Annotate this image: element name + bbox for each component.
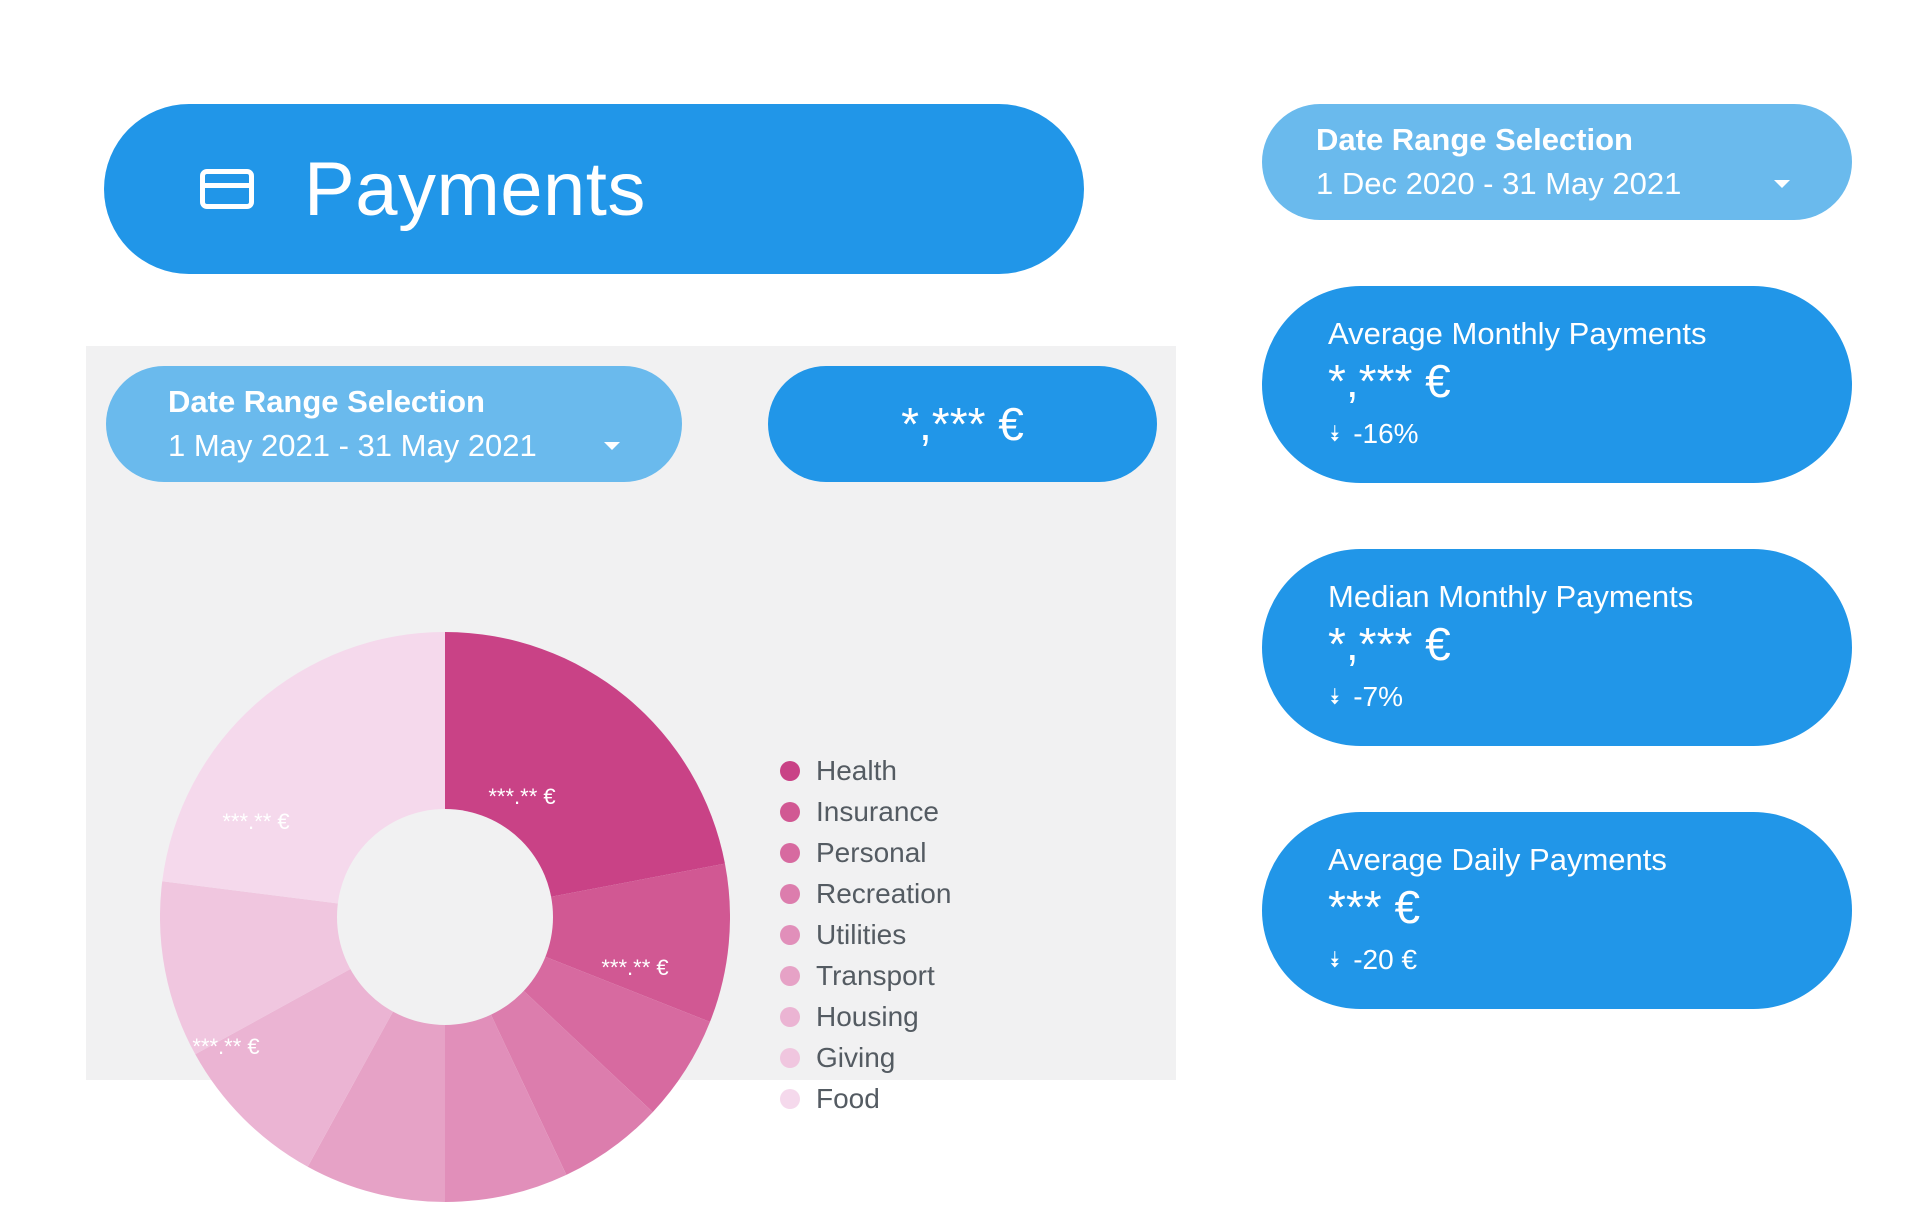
stat-delta: ⯯ -16% [1328,418,1814,450]
legend-item[interactable]: Recreation [780,873,951,914]
legend-swatch [780,761,800,781]
legend-item[interactable]: Housing [780,996,951,1037]
stat-delta-value: -16% [1353,418,1418,450]
donut-slice-label: ***.** € [222,809,289,835]
legend-label: Giving [816,1042,895,1074]
legend-item[interactable]: Personal [780,832,951,873]
date-range-selector-left[interactable]: Date Range Selection 1 May 2021 - 31 May… [106,366,682,482]
stat-delta: ⯯ -20 € [1328,944,1814,976]
legend-label: Recreation [816,878,951,910]
total-pill: *,*** € [768,366,1157,482]
chevron-down-icon [1774,180,1790,188]
stats-column: Date Range Selection 1 Dec 2020 - 31 May… [1262,104,1852,1009]
legend-label: Transport [816,960,935,992]
date-range-value: 1 Dec 2020 - 31 May 2021 [1316,166,1681,201]
stat-card: Average Monthly Payments*,*** € ⯯ -16% [1262,286,1852,483]
legend-swatch [780,1007,800,1027]
legend-swatch [780,884,800,904]
legend-label: Food [816,1083,880,1115]
donut-slice-label: ***.** € [488,784,555,810]
legend-label: Personal [816,837,927,869]
legend-label: Health [816,755,897,787]
date-range-value: 1 May 2021 - 31 May 2021 [168,428,537,463]
page-title: Payments [304,146,646,233]
donut-slice-label: ***.** € [601,955,668,981]
legend-label: Utilities [816,919,906,951]
stat-value: *,*** € [1328,354,1814,408]
date-range-selector-right[interactable]: Date Range Selection 1 Dec 2020 - 31 May… [1262,104,1852,220]
stat-delta-value: -20 € [1353,944,1417,976]
legend-swatch [780,1089,800,1109]
legend-swatch [780,802,800,822]
chevron-down-icon [604,442,620,450]
donut-slice-label: ***.** € [192,1034,259,1060]
donut-hole [337,809,553,1025]
legend-label: Insurance [816,796,939,828]
legend-label: Housing [816,1001,919,1033]
donut-chart: ***.** € ***.** € ***.** € ***.** € [160,632,730,1202]
legend-swatch [780,1048,800,1068]
stat-card: Average Daily Payments*** € ⯯ -20 € [1262,812,1852,1009]
legend-swatch [780,925,800,945]
legend-item[interactable]: Health [780,750,951,791]
page-header: Payments [104,104,1084,274]
stat-title: Average Monthly Payments [1328,316,1814,352]
stat-delta: ⯯ -7% [1328,681,1814,713]
legend-item[interactable]: Food [780,1078,951,1119]
card-icon [200,169,254,209]
stat-value: *,*** € [1328,617,1814,671]
legend-swatch [780,843,800,863]
date-range-label: Date Range Selection [1316,122,1814,158]
arrow-down-icon: ⯯ [1328,686,1341,708]
date-range-label: Date Range Selection [168,384,644,420]
legend-item[interactable]: Giving [780,1037,951,1078]
chart-panel: Date Range Selection 1 May 2021 - 31 May… [86,346,1176,1080]
stat-title: Median Monthly Payments [1328,579,1814,615]
stat-delta-value: -7% [1353,681,1403,713]
stat-value: *** € [1328,880,1814,934]
arrow-down-icon: ⯯ [1328,423,1341,445]
legend-swatch [780,966,800,986]
stat-card: Median Monthly Payments*,*** € ⯯ -7% [1262,549,1852,746]
legend-item[interactable]: Insurance [780,791,951,832]
arrow-down-icon: ⯯ [1328,949,1341,971]
legend-item[interactable]: Transport [780,955,951,996]
legend-item[interactable]: Utilities [780,914,951,955]
stat-title: Average Daily Payments [1328,842,1814,878]
total-value: *,*** € [901,397,1024,451]
chart-legend: Health Insurance Personal Recreation Utiliti… [780,750,951,1119]
